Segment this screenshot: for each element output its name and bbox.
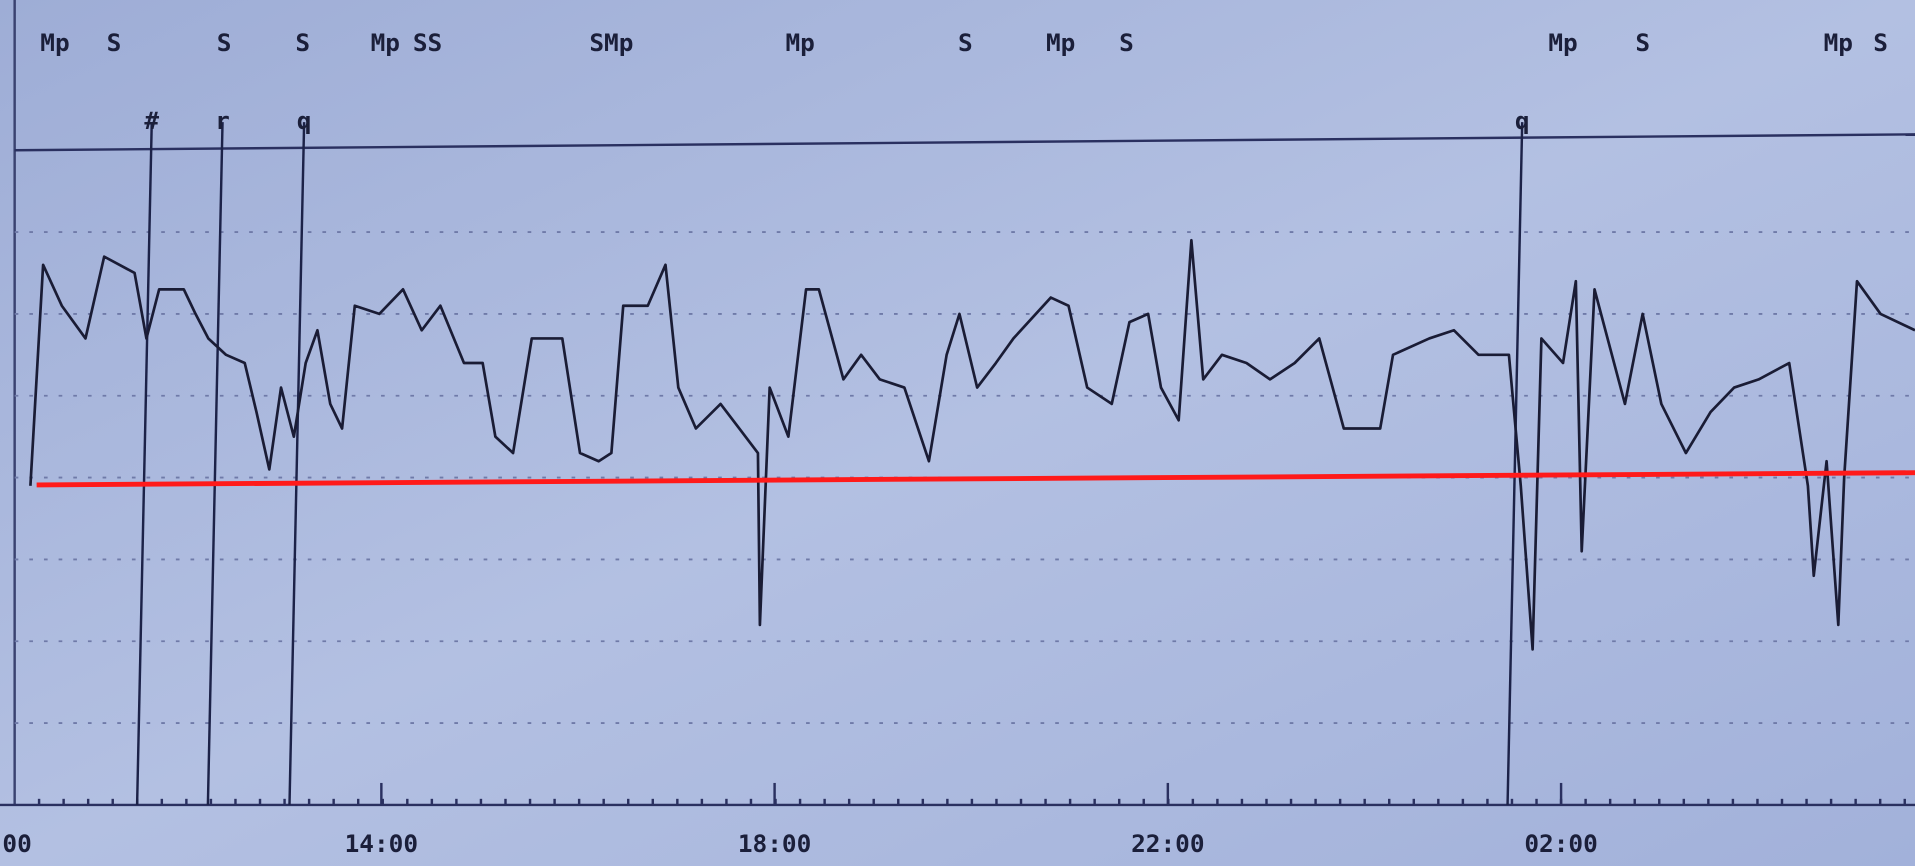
x-tick-label: 00 xyxy=(2,829,31,858)
annotation: Mp xyxy=(1548,28,1577,57)
annotation: S xyxy=(1873,28,1888,57)
annotation: S xyxy=(217,28,232,57)
annotation: SS xyxy=(413,28,442,57)
annotation: Mp xyxy=(40,28,69,57)
annotation: Mp xyxy=(1824,28,1853,57)
annotation: S xyxy=(1119,28,1134,57)
event-label: q xyxy=(297,106,312,135)
event-label: r xyxy=(215,106,230,135)
annotation: Mp xyxy=(785,28,814,57)
chart: 0014:0018:0022:0002:00#rqqMpSSSMpSSSMpMp… xyxy=(0,0,1915,866)
x-tick-label: 02:00 xyxy=(1524,829,1597,858)
x-tick-label: 22:00 xyxy=(1131,829,1204,858)
x-tick-label: 14:00 xyxy=(345,829,418,858)
annotation: S xyxy=(1635,28,1650,57)
annotation: S xyxy=(295,28,310,57)
annotation: Mp xyxy=(371,28,400,57)
event-label: # xyxy=(144,106,159,135)
annotation: SMp xyxy=(589,28,633,57)
paper xyxy=(0,0,1915,866)
event-label: q xyxy=(1515,106,1530,135)
annotation: S xyxy=(107,28,122,57)
annotation: S xyxy=(958,28,973,57)
x-tick-label: 18:00 xyxy=(738,829,811,858)
annotation: Mp xyxy=(1046,28,1075,57)
